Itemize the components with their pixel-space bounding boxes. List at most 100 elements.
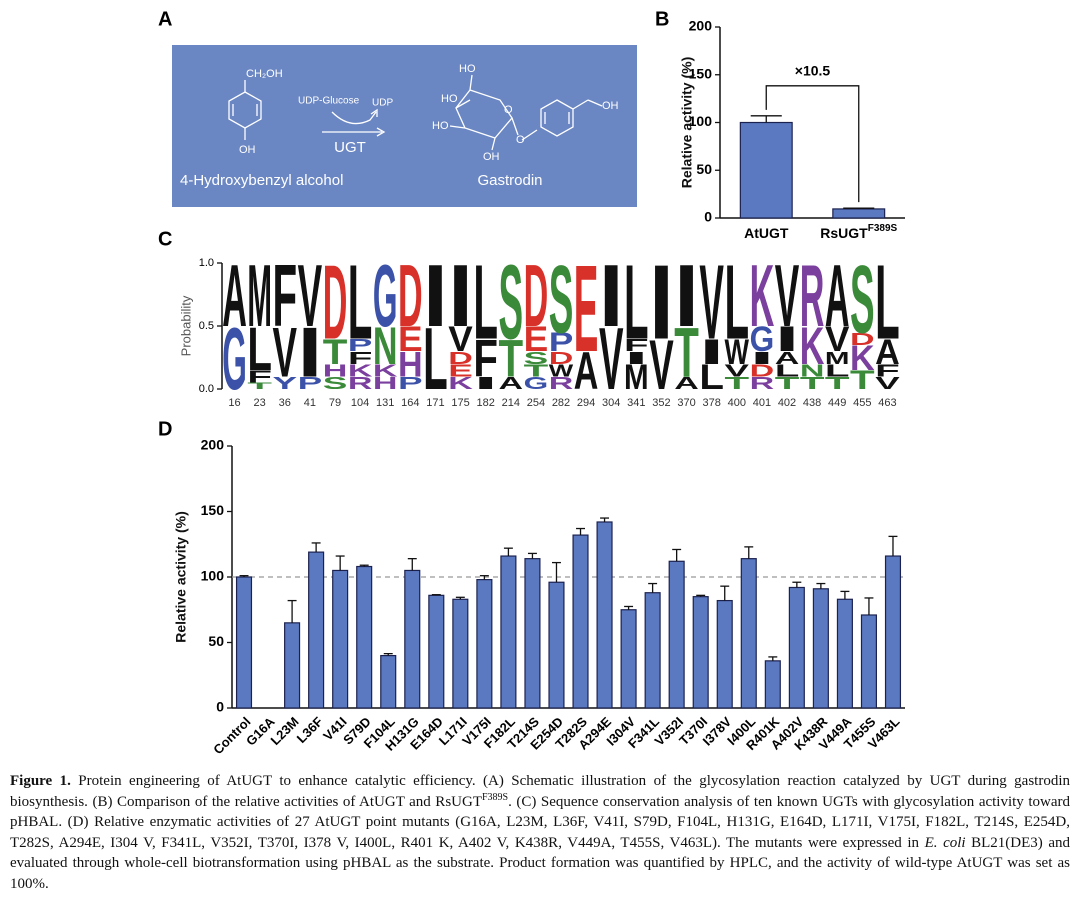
x-tick-label: 182 xyxy=(476,397,494,409)
y-tick-label: 100 xyxy=(201,568,225,584)
x-tick-label: 463 xyxy=(878,397,896,409)
bar xyxy=(404,569,421,709)
x-tick-label: 79 xyxy=(329,397,341,409)
logo-letter: N xyxy=(373,317,398,375)
logo-letter: K xyxy=(448,373,473,393)
bar xyxy=(812,588,829,709)
logo-letter: F xyxy=(624,335,649,355)
bar xyxy=(832,208,886,219)
logo-letter: D xyxy=(323,243,348,361)
logo-letter: R xyxy=(549,373,574,393)
logo-letter: A xyxy=(498,373,523,393)
bar xyxy=(739,121,793,219)
logo-letter: M xyxy=(825,349,850,369)
logo-letter: S xyxy=(498,242,523,361)
x-tick-label: 282 xyxy=(552,397,570,409)
logo-letter: L xyxy=(875,243,900,361)
logo-letter: D xyxy=(524,248,549,346)
logo-letter: L xyxy=(699,358,724,397)
atom-label: HO xyxy=(441,93,458,105)
y-axis-label: Relative activity (%) xyxy=(173,511,189,643)
x-tick-label-main: RsUGT xyxy=(820,225,868,241)
bar xyxy=(572,534,589,709)
x-tick-label: 449 xyxy=(828,397,846,409)
x-tick-label: 294 xyxy=(577,397,595,409)
coproduct: UDP xyxy=(372,98,393,109)
bar xyxy=(668,560,685,709)
bar xyxy=(500,555,517,709)
logo-letter: D xyxy=(850,329,875,349)
bar xyxy=(644,592,661,709)
x-tick-label: 304 xyxy=(602,397,620,409)
logo-letter: I xyxy=(624,348,649,368)
bar xyxy=(596,521,613,709)
logo-letter: T xyxy=(323,333,348,372)
logo-letter: G xyxy=(222,310,247,408)
logo-letter: E xyxy=(448,361,473,380)
y-tick-label: 100 xyxy=(689,113,713,129)
logo-letter: K xyxy=(800,317,825,375)
x-tick-label: 214 xyxy=(502,397,520,409)
logo-letter: K xyxy=(850,340,875,379)
x-tick-label: L23M xyxy=(268,714,302,748)
x-tick-label: 171 xyxy=(426,397,444,409)
logo-letter: D xyxy=(549,348,574,368)
logo-letter: V xyxy=(699,242,724,361)
bar xyxy=(380,654,397,709)
logo-letter: D xyxy=(398,248,423,346)
bar xyxy=(548,581,565,709)
x-tick-label: 254 xyxy=(527,397,545,409)
logo-letter: P xyxy=(348,336,373,355)
caption-text: BL21(DE3) and evaluated through whole-ce… xyxy=(10,834,1070,892)
atom-label: CH₂OH xyxy=(246,68,283,80)
x-tick-label: 41 xyxy=(304,397,316,409)
logo-letter: V xyxy=(599,311,624,409)
bar xyxy=(332,569,349,709)
x-tick-label-sup: F389S xyxy=(868,223,898,234)
logo-letter: A xyxy=(574,343,599,401)
logo-letter: V xyxy=(649,325,674,404)
y-tick-label: 200 xyxy=(689,18,713,34)
y-tick-label: 50 xyxy=(696,161,712,177)
bar xyxy=(476,579,493,709)
logo-letter: K xyxy=(750,248,775,346)
logo-letter: I xyxy=(448,246,473,345)
logo-letter: A xyxy=(875,333,900,372)
logo-letter: V xyxy=(825,319,850,359)
panel-label: B xyxy=(655,8,669,30)
logo-letter: I xyxy=(599,246,624,345)
logo-letter: H xyxy=(373,373,398,393)
logo-letter: V xyxy=(725,361,749,381)
logo-letter: T xyxy=(724,373,749,393)
x-tick-label: 352 xyxy=(652,397,670,409)
logo-letter: R xyxy=(800,248,825,346)
bar xyxy=(452,598,469,709)
x-tick-label: 455 xyxy=(853,397,871,409)
atom-label: OH xyxy=(602,100,619,112)
structures xyxy=(228,74,603,151)
atom-label: O xyxy=(516,134,525,146)
panel-label: A xyxy=(158,8,172,30)
bracket xyxy=(765,85,860,203)
logo-letter: F xyxy=(348,348,373,368)
logo-letter: T xyxy=(850,366,875,395)
y-tick-label: 1.0 xyxy=(199,257,214,269)
logo-letter: M xyxy=(624,358,649,397)
logo-letter: D xyxy=(448,348,473,368)
x-tick-label: 438 xyxy=(803,397,821,409)
y-axis-label: Probability xyxy=(178,295,193,356)
logo-letter: V xyxy=(298,248,323,346)
y-tick-label: 150 xyxy=(689,65,713,81)
bar xyxy=(716,599,733,709)
x-tick-label: 400 xyxy=(728,397,746,409)
bar xyxy=(884,555,902,709)
logo-letter: F xyxy=(272,248,297,346)
atom-label: OH xyxy=(483,151,500,163)
logo-letter: A xyxy=(825,248,850,346)
logo-letter: P xyxy=(549,327,574,357)
atom-label: HO xyxy=(432,120,449,132)
logo-letter: A xyxy=(775,348,800,368)
logo-letter: T xyxy=(247,381,272,391)
x-tick-label: 175 xyxy=(451,397,469,409)
